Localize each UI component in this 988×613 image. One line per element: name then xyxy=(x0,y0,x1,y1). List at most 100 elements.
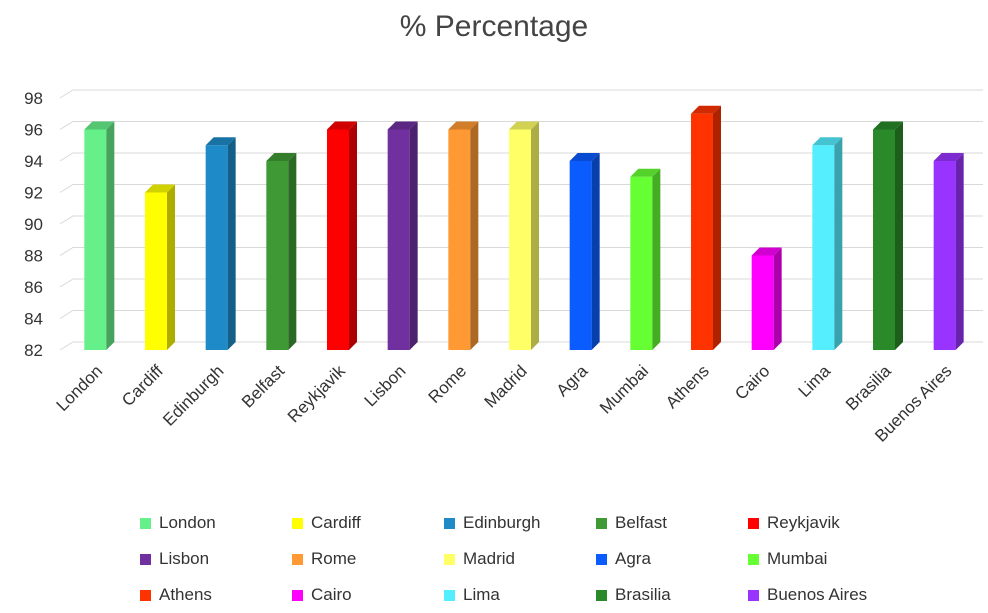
x-tick-label: Athens xyxy=(662,361,713,412)
y-tick-label: 96 xyxy=(24,121,43,140)
legend-swatch xyxy=(748,518,759,529)
legend-label: Reykjavik xyxy=(767,513,840,533)
legend-label: Cairo xyxy=(311,585,352,605)
legend-item: Mumbai xyxy=(748,549,900,569)
x-tick-label: Belfast xyxy=(238,361,288,411)
bar xyxy=(327,130,349,351)
y-tick-label: 82 xyxy=(24,341,43,360)
x-tick-label: Lima xyxy=(795,361,835,401)
legend-swatch xyxy=(596,590,607,601)
y-tick-label: 90 xyxy=(24,215,43,234)
bar-side xyxy=(531,122,539,351)
x-tick-label: Madrid xyxy=(481,361,531,411)
bar-side xyxy=(652,169,660,350)
bar xyxy=(145,193,167,351)
bar-side xyxy=(167,185,175,351)
legend-label: Brasilia xyxy=(615,585,671,605)
y-tick-label: 86 xyxy=(24,278,43,297)
bar-side xyxy=(410,122,418,351)
bar xyxy=(752,256,774,351)
x-tick-label: Rome xyxy=(425,361,471,407)
legend-item: Belfast xyxy=(596,513,748,533)
legend-label: Cardiff xyxy=(311,513,361,533)
bar xyxy=(266,161,288,350)
bar xyxy=(448,130,470,351)
legend-swatch xyxy=(596,518,607,529)
legend-label: Buenos Aires xyxy=(767,585,867,605)
y-tick-label: 88 xyxy=(24,247,43,266)
bar xyxy=(812,145,834,350)
bar-side xyxy=(592,153,600,350)
legend-row: London Cardiff Edinburgh Belfast Reykjavik xyxy=(140,505,900,541)
legend-item: Lisbon xyxy=(140,549,292,569)
y-tick-label: 98 xyxy=(24,89,43,108)
legend-item: Agra xyxy=(596,549,748,569)
legend-label: Madrid xyxy=(463,549,515,569)
legend-item: Reykjavik xyxy=(748,513,900,533)
y-tick-label: 92 xyxy=(24,184,43,203)
bar-side xyxy=(774,248,782,351)
x-tick-label: Cairo xyxy=(731,361,773,403)
legend-item: Rome xyxy=(292,549,444,569)
legend-label: Belfast xyxy=(615,513,667,533)
legend-row: Lisbon Rome Madrid Agra Mumbai xyxy=(140,541,900,577)
legend-label: Lisbon xyxy=(159,549,209,569)
legend-item: Madrid xyxy=(444,549,596,569)
bar-side xyxy=(895,122,903,351)
x-tick-label: London xyxy=(53,361,107,415)
legend-label: London xyxy=(159,513,216,533)
x-tick-label: Reykjavik xyxy=(284,361,349,426)
legend-label: Mumbai xyxy=(767,549,827,569)
bar xyxy=(873,130,895,351)
bar xyxy=(691,114,713,350)
legend-item: Buenos Aires xyxy=(748,585,900,605)
bar-side xyxy=(349,122,357,351)
legend-swatch xyxy=(444,518,455,529)
legend-item: Athens xyxy=(140,585,292,605)
bar xyxy=(570,161,592,350)
y-tick-label: 94 xyxy=(24,152,43,171)
bar-side xyxy=(470,122,478,351)
bar-side xyxy=(834,137,842,350)
y-tick-label: 84 xyxy=(24,310,43,329)
bar-side xyxy=(106,122,114,351)
bar xyxy=(84,130,106,351)
bar xyxy=(934,161,956,350)
legend-label: Athens xyxy=(159,585,212,605)
legend-swatch xyxy=(140,590,151,601)
x-tick-label: Brasilia xyxy=(842,361,895,414)
legend-swatch xyxy=(140,518,151,529)
bar xyxy=(206,145,228,350)
legend-swatch xyxy=(444,554,455,565)
legend-item: Edinburgh xyxy=(444,513,596,533)
legend-item: Cairo xyxy=(292,585,444,605)
legend-swatch xyxy=(292,518,303,529)
x-tick-label: Mumbai xyxy=(596,361,652,417)
chart-legend: London Cardiff Edinburgh Belfast Reykjavik Li… xyxy=(140,505,900,613)
legend-item: Brasilia xyxy=(596,585,748,605)
bar xyxy=(388,130,410,351)
gridline xyxy=(60,90,983,98)
legend-swatch xyxy=(140,554,151,565)
x-tick-label: Agra xyxy=(553,361,592,400)
x-tick-label: Cardiff xyxy=(118,361,167,410)
legend-swatch xyxy=(292,554,303,565)
bar xyxy=(630,177,652,350)
x-tick-label: Lisbon xyxy=(361,361,410,410)
chart-plot: 82 84 86 88 90 92 94 96 98 London CardiffEdinburgh… xyxy=(0,0,988,500)
legend-label: Edinburgh xyxy=(463,513,541,533)
legend-swatch xyxy=(596,554,607,565)
legend-swatch xyxy=(292,590,303,601)
legend-label: Agra xyxy=(615,549,651,569)
legend-swatch xyxy=(748,554,759,565)
bar xyxy=(509,130,531,351)
legend-label: Lima xyxy=(463,585,500,605)
legend-item: Cardiff xyxy=(292,513,444,533)
legend-item: London xyxy=(140,513,292,533)
legend-label: Rome xyxy=(311,549,356,569)
legend-item: Lima xyxy=(444,585,596,605)
legend-swatch xyxy=(444,590,455,601)
legend-row: Athens Cairo Lima Brasilia Buenos Aires xyxy=(140,577,900,613)
bar-side xyxy=(228,137,236,350)
